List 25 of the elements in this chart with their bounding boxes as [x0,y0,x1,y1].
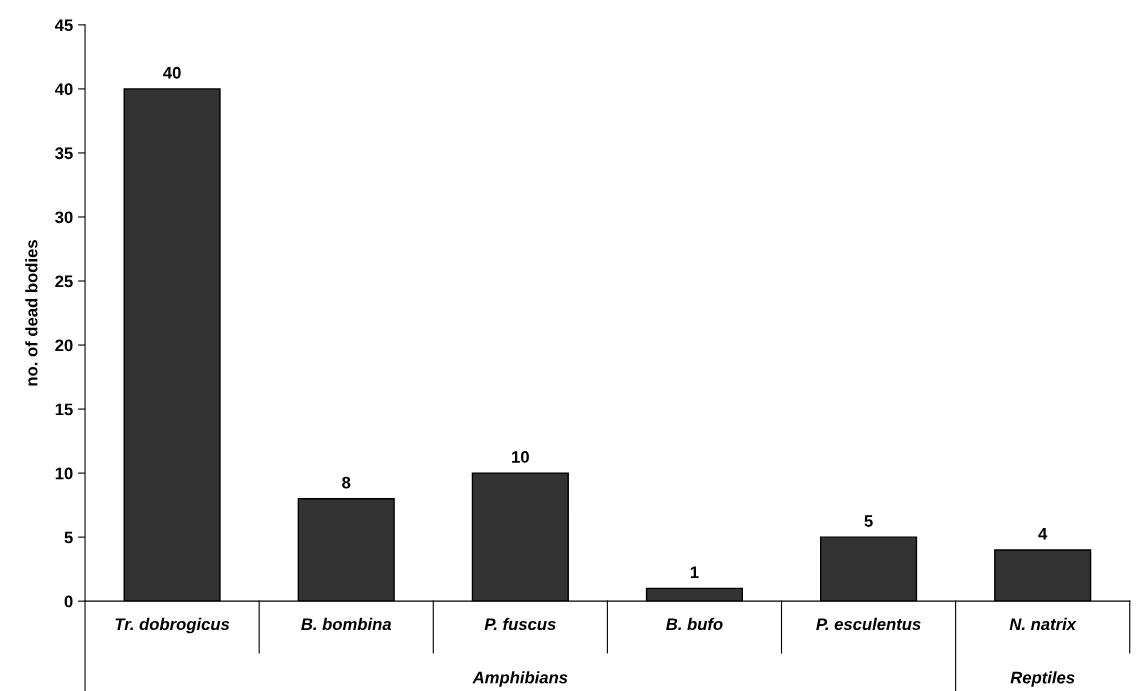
data-label: 40 [163,66,181,79]
text: Amphibians [472,671,568,687]
y-tick-label: 40 [54,83,73,96]
y-tick-label: 35 [55,147,73,160]
y-axis-title: no. of dead bodies [25,240,38,386]
y-tick-label: 0 [64,595,73,608]
y-tick-label: 45 [54,19,73,32]
data-label: 5 [864,515,873,527]
x-tick-label: P. esculentus [816,617,921,631]
y-tick-label: 15 [55,403,73,416]
x-tick-label: P. fuscus [484,617,556,631]
data-label: 4 [1038,528,1048,540]
y-tick-label: 5 [64,531,73,544]
data-label: 10 [512,451,529,463]
x-tick-label: B. bufo [666,617,723,631]
y-tick-label: 30 [55,211,73,224]
text: Reptiles [1010,671,1075,687]
data-label: 1 [690,566,699,578]
y-tick-label: 10 [55,467,73,480]
x-tick-label: B. bombina [301,617,392,631]
x-tick-label: N. natrix [1009,617,1077,631]
y-tick-label: 25 [55,275,73,288]
data-label: 8 [342,476,351,489]
x-tick-label: Tr. dobrogicus [115,617,230,634]
y-tick-label: 20 [55,339,73,352]
